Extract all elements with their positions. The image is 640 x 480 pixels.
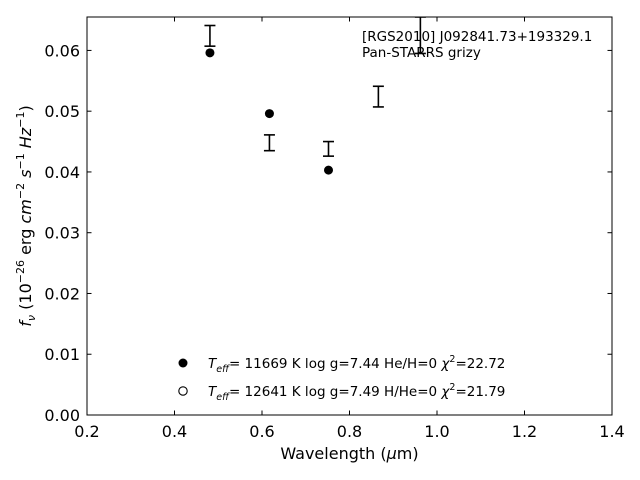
x-tick-label: 1.4 bbox=[599, 422, 624, 441]
y-axis-label-text: (10 bbox=[16, 283, 35, 315]
y-tick-label: 0.05 bbox=[44, 102, 80, 121]
y-axis-label-exp: −1 bbox=[14, 112, 27, 128]
x-tick-label: 0.6 bbox=[249, 422, 274, 441]
y-tick-label: 0.03 bbox=[44, 224, 80, 243]
legend-teff-sub: eff bbox=[216, 364, 230, 375]
x-axis-label: Wavelength (μm) bbox=[280, 444, 418, 463]
model-point-filled bbox=[324, 165, 333, 175]
y-tick-label: 0.00 bbox=[44, 406, 80, 425]
legend-chi: χ bbox=[440, 384, 450, 400]
x-tick-label: 0.4 bbox=[162, 422, 187, 441]
x-axis-label-mu: μ bbox=[386, 444, 397, 463]
model-point-filled bbox=[205, 48, 215, 58]
observed-error-bar bbox=[323, 140, 334, 157]
x-tick-label: 0.8 bbox=[337, 422, 362, 441]
observed-error-bar bbox=[372, 85, 384, 108]
legend-params: = 11669 K log g=7.44 He/H=0 bbox=[229, 356, 441, 372]
legend-entry-text: Teff= 11669 K log g=7.44 He/H=0 χ2=22.72 bbox=[208, 354, 505, 375]
y-axis-label-exp: −26 bbox=[14, 260, 27, 283]
legend-teff-sub: eff bbox=[216, 392, 230, 403]
y-tick-label: 0.04 bbox=[44, 163, 80, 182]
x-axis-label-text: m) bbox=[397, 444, 419, 463]
observed-error-bar bbox=[204, 24, 216, 47]
x-axis-label-text: Wavelength ( bbox=[280, 444, 386, 463]
y-axis-label-nu: ν bbox=[25, 315, 38, 321]
legend-chi-exp: 2 bbox=[449, 354, 455, 365]
y-axis-label-exp: −1 bbox=[14, 153, 27, 169]
y-axis-label-cm: cm bbox=[16, 199, 35, 223]
legend-marker-open bbox=[178, 386, 188, 396]
y-axis-label: fν (10−26 erg cm−2 s−1 Hz−1) bbox=[14, 105, 38, 326]
legend-teff: T bbox=[208, 384, 218, 400]
y-axis-label-text: ) bbox=[16, 105, 35, 111]
model-point-filled bbox=[264, 109, 274, 119]
y-axis-label-text: erg bbox=[16, 224, 35, 260]
x-tick-label: 1.2 bbox=[512, 422, 537, 441]
y-tick-label: 0.02 bbox=[44, 284, 80, 303]
observed-error-bar bbox=[263, 134, 275, 152]
legend-chi-exp: 2 bbox=[449, 382, 455, 393]
y-axis-label-s: s bbox=[16, 170, 35, 183]
y-axis-label-exp: −2 bbox=[14, 183, 27, 199]
legend-params: = 12641 K log g=7.49 H/He=0 bbox=[229, 384, 441, 400]
x-tick-label: 1.0 bbox=[424, 422, 449, 441]
legend-entry-text: Teff= 12641 K log g=7.49 H/He=0 χ2=21.79 bbox=[208, 382, 505, 403]
y-tick-label: 0.01 bbox=[44, 345, 80, 364]
legend-teff: T bbox=[208, 356, 218, 372]
annotation-line: Pan-STARRS grizy bbox=[362, 45, 481, 61]
text-group: 0.2 0.4 0.6 0.8 1.0 1.2 1.4 0.00 0.01 0.02 0.03 0.0… bbox=[14, 29, 625, 463]
data-group bbox=[204, 17, 426, 175]
y-axis-label-f: f bbox=[16, 319, 35, 327]
legend-chi-val: =22.72 bbox=[455, 356, 505, 372]
legend-chi: χ bbox=[440, 356, 450, 372]
x-tick-label: 0.2 bbox=[74, 422, 99, 441]
observed-error-bar bbox=[414, 17, 426, 55]
y-tick-label: 0.06 bbox=[44, 41, 80, 60]
annotation-line: [RGS2010] J092841.73+193329.1 bbox=[362, 29, 592, 45]
y-axis-label-hz: Hz bbox=[16, 127, 35, 153]
legend-marker-filled bbox=[178, 358, 188, 368]
legend-chi-val: =21.79 bbox=[455, 384, 505, 400]
axes-group bbox=[86, 16, 613, 416]
